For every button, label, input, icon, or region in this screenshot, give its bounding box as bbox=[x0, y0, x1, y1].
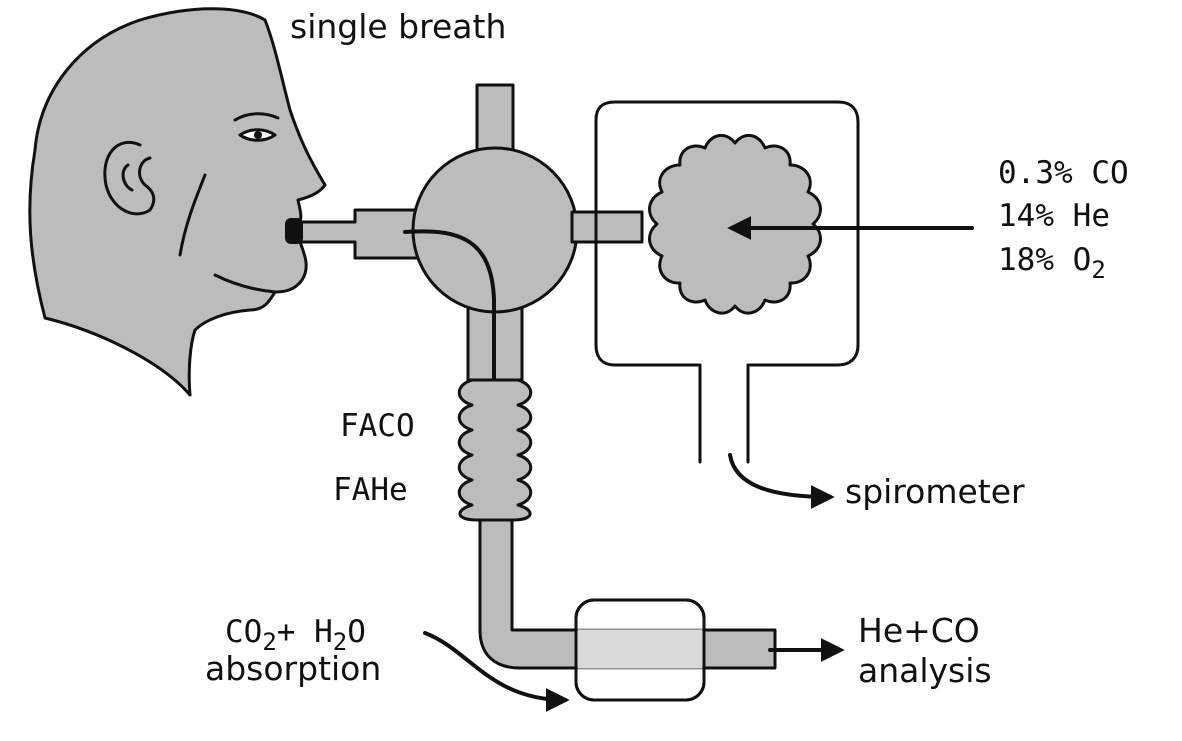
spirometer-label: spirometer bbox=[845, 472, 1025, 511]
spirometer-box bbox=[594, 100, 860, 464]
gas-mix-o2-main: 18% O bbox=[998, 242, 1091, 278]
faco-label: FACO bbox=[340, 408, 415, 444]
ear-icon bbox=[103, 140, 156, 216]
absorption-arrow bbox=[423, 631, 570, 712]
expired-flow-arrow bbox=[403, 229, 506, 405]
absorb-o: O bbox=[347, 614, 366, 650]
gas-bag bbox=[648, 133, 822, 315]
absorb-co-sub: 2 bbox=[262, 628, 276, 656]
mouthpiece-tube bbox=[285, 208, 427, 260]
fahe-label: FAHe bbox=[333, 472, 408, 508]
valve-to-bag-tube bbox=[570, 210, 644, 244]
corrugated-tube bbox=[457, 378, 533, 522]
spirometer-arrow bbox=[728, 453, 835, 509]
gas-mix-o2-label: 18% O2 bbox=[998, 242, 1106, 284]
gas-mix-co-label: 0.3% CO bbox=[998, 155, 1129, 191]
gas-mix-o2-subscript: 2 bbox=[1091, 256, 1105, 284]
gas-mix-he-label: 14% He bbox=[998, 198, 1110, 234]
analysis-bottom-label: analysis bbox=[858, 651, 992, 690]
absorb-co-main: CO bbox=[225, 614, 262, 650]
absorption-chemicals-label: CO2+ H2O bbox=[225, 614, 366, 656]
analysis-top-label: He+CO bbox=[858, 611, 980, 650]
absorb-h-sub: 2 bbox=[333, 628, 347, 656]
absorb-plus-h: + H bbox=[277, 614, 333, 650]
single-breath-label: single breath bbox=[290, 7, 506, 46]
patient-head bbox=[28, 7, 327, 397]
absorption-label: absorption bbox=[205, 649, 381, 688]
